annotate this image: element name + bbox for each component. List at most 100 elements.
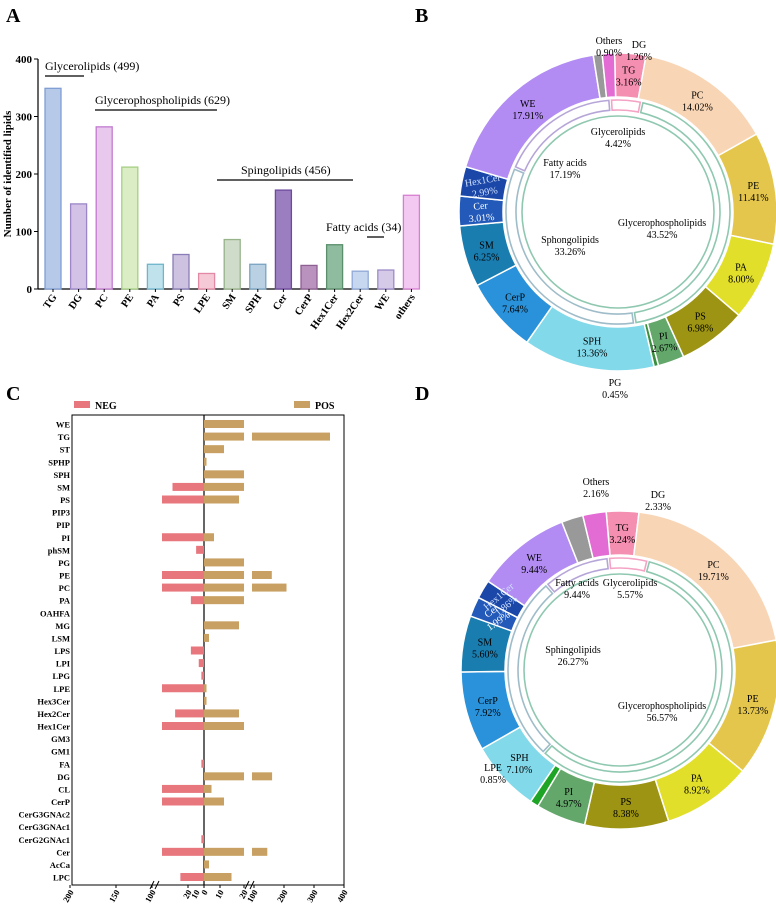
inner-category-name: Sphongolipids [541, 235, 599, 246]
a-bar-sph [249, 263, 267, 290]
outer-slice-value: 3.24% [609, 535, 635, 546]
a-x-tick-label: Cer [271, 292, 290, 312]
c-pos-bar [204, 873, 232, 881]
c-category-label: PA [59, 596, 71, 606]
inner-ring-glycerophospholipids [633, 101, 731, 324]
outer-slice-name: DG [651, 490, 665, 501]
c-x-tick-label: 200 [61, 888, 76, 904]
outer-slice-name: PC [691, 90, 704, 101]
a-bar-ps [172, 253, 190, 290]
a-bar-hex2cer [351, 270, 369, 290]
outer-slice-value: 4.97% [556, 799, 582, 810]
c-neg-bar [162, 533, 204, 542]
panel-a-bar-chart: 0 100 200 300 400 Number of identified lipids… [2, 54, 421, 332]
a-bar-hex1cer [325, 244, 344, 290]
inner-category-value: 17.19% [550, 170, 581, 181]
c-category-label: WE [56, 420, 71, 430]
outer-slice-value: 0.85% [480, 775, 506, 786]
c-category-label: Cer [56, 847, 70, 857]
c-category-label: AcCa [50, 860, 71, 870]
c-pos-bar [204, 432, 244, 441]
c-pos-bar [204, 583, 244, 592]
panel-label-d: D [415, 383, 429, 405]
inner-category-name: Fatty acids [543, 158, 587, 169]
outer-slice-value: 1.26% [626, 52, 652, 63]
c-category-label: CerG3GNAc1 [19, 822, 70, 832]
panel-label-a: A [6, 5, 21, 27]
outer-slice-value: 13.73% [737, 706, 768, 717]
c-category-label: PE [59, 571, 70, 581]
outer-slice-value: 3.01% [468, 212, 495, 225]
inner-category-name: Glycerolipids [591, 127, 646, 138]
outer-slice-name: PC [707, 560, 720, 571]
c-x-tick-label: 150 [107, 888, 122, 904]
outer-slice-name: PI [564, 787, 573, 798]
a-x-tick-label: PA [145, 292, 162, 309]
outer-slice-value: 8.00% [728, 274, 754, 285]
outer-slice-value: 6.25% [474, 252, 500, 263]
c-category-label: LPE [53, 684, 70, 694]
a-group-label: Glycerolipids (499) [45, 59, 139, 73]
a-bar-dg [69, 203, 88, 290]
c-category-label: SPHP [48, 457, 70, 467]
c-category-label: LPS [54, 646, 70, 656]
c-pos-bar [204, 847, 244, 856]
inner-category-value: 33.26% [555, 247, 586, 258]
inner-category-name: Glycerophospholipids [618, 701, 706, 712]
c-category-label: PI [62, 533, 71, 543]
a-x-tick-label: CerP [293, 292, 316, 318]
c-neg-bar [162, 684, 204, 693]
outer-slice-name: SPH [510, 753, 528, 764]
a-bar-tg [44, 87, 62, 290]
c-category-label: GM3 [51, 734, 70, 744]
c-category-label: CerG3GNAc2 [19, 810, 70, 820]
c-legend-swatch-pos [294, 401, 310, 408]
inner-category-value: 9.44% [564, 590, 590, 601]
a-y-axis-title: Number of identified lipids [2, 110, 14, 237]
a-x-tick-label: SPH [244, 292, 265, 315]
c-legend-swatch-neg [74, 401, 90, 408]
outer-slice-pc [632, 511, 776, 650]
c-category-label: ST [60, 445, 71, 455]
c-pos-bar [204, 445, 224, 454]
outer-slice-value: 0.90% [596, 48, 622, 59]
outer-slice-value: 13.36% [577, 349, 608, 360]
c-pos-bar [204, 621, 239, 630]
c-x-tick-label: 100 [143, 888, 158, 904]
c-category-label: GM1 [51, 747, 70, 757]
c-pos-bar [204, 495, 239, 504]
c-neg-bar [172, 482, 204, 491]
c-neg-bar [196, 545, 204, 554]
c-x-tick-label: 400 [335, 888, 350, 904]
c-axis-break [154, 880, 160, 890]
c-neg-bar [162, 583, 204, 592]
outer-slice-value: 0.45% [602, 390, 628, 401]
c-neg-bar [162, 847, 204, 856]
outer-slice-value: 2.67% [651, 342, 678, 355]
inner-ring-sphongolipids [505, 168, 635, 325]
c-neg-bar [180, 873, 204, 881]
outer-slice-value: 2.16% [583, 489, 609, 500]
inner-circle [523, 573, 717, 767]
inner-ring-sphingolipids [507, 584, 554, 753]
inner-category-value: 26.27% [558, 657, 589, 668]
c-category-label: PIP [56, 520, 70, 530]
inner-category-name: Fatty acids [555, 578, 599, 589]
outer-slice-name: Cer [473, 200, 489, 212]
a-bar-sm [223, 238, 241, 290]
c-category-label: SPH [53, 470, 70, 480]
c-axis-break [149, 880, 155, 890]
a-y-tick-label: 0 [27, 284, 33, 296]
outer-slice-name: PS [620, 797, 631, 808]
inner-ring-fatty acids [514, 99, 611, 172]
c-axis-break [249, 880, 255, 890]
outer-slice-value: 7.92% [475, 708, 501, 719]
outer-slice-name: PS [695, 312, 706, 323]
panel-b-donut-chart: TG3.16%PC14.02%PE11.41%PA8.00%PS6.98%PI2… [458, 36, 776, 401]
inner-category-value: 43.52% [647, 230, 678, 241]
inner-ring-glycerophospholipids [544, 560, 733, 783]
a-y-tick-label: 400 [16, 54, 33, 66]
c-category-label: CerP [51, 797, 70, 807]
outer-slice-name: SM [479, 240, 494, 251]
inner-ring-fatty acids [546, 557, 610, 594]
